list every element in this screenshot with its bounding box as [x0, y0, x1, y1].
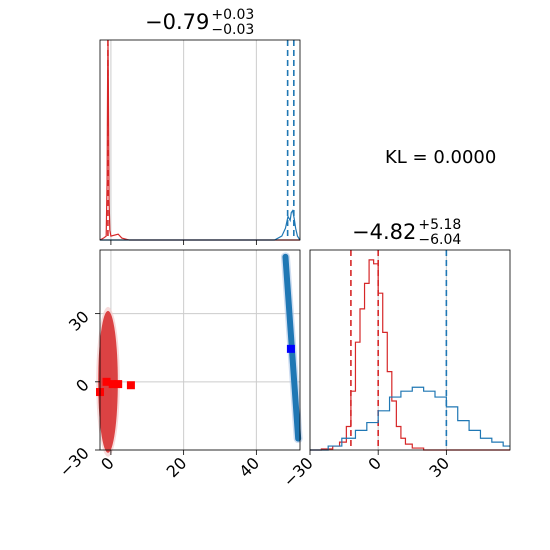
bl-x-label: 20 [163, 453, 191, 481]
x-param-value: −0.79 [145, 10, 210, 34]
br-series-1 [310, 386, 510, 451]
br-series-0 [310, 259, 510, 451]
bl-y-label: −30 [56, 443, 93, 480]
y-param-plus: +5.18 [418, 217, 462, 233]
x-param-plus: +0.03 [211, 7, 255, 23]
bl-marker-4 [126, 381, 135, 390]
bl-y-label: 0 [72, 375, 93, 396]
bl-marker-1 [102, 377, 111, 386]
x-param-title: −0.79 +0.03 −0.03 [145, 7, 254, 38]
bl-marker-0 [286, 344, 295, 353]
bl-panel-frame [99, 249, 301, 451]
tl-panel-frame [99, 39, 301, 241]
bl-x-label: 40 [235, 453, 263, 481]
br-x-label: 0 [364, 453, 385, 474]
tl-series-0 [99, 43, 300, 241]
kl-annotation: KL = 0.0000 [385, 147, 497, 168]
br-x-label: −30 [280, 453, 317, 490]
br-panel-frame [309, 249, 511, 451]
bl-marker-3 [114, 380, 123, 389]
bl-marker-2 [108, 380, 117, 389]
x-param-minus: −0.03 [211, 22, 255, 38]
bl-y-label: 30 [65, 307, 93, 335]
tl-series-1 [100, 209, 301, 241]
y-param-title: −4.82 +5.18 −6.04 [352, 217, 461, 248]
y-param-minus: −6.04 [418, 232, 462, 248]
y-param-value: −4.82 [352, 220, 417, 244]
br-x-label: 30 [425, 453, 453, 481]
